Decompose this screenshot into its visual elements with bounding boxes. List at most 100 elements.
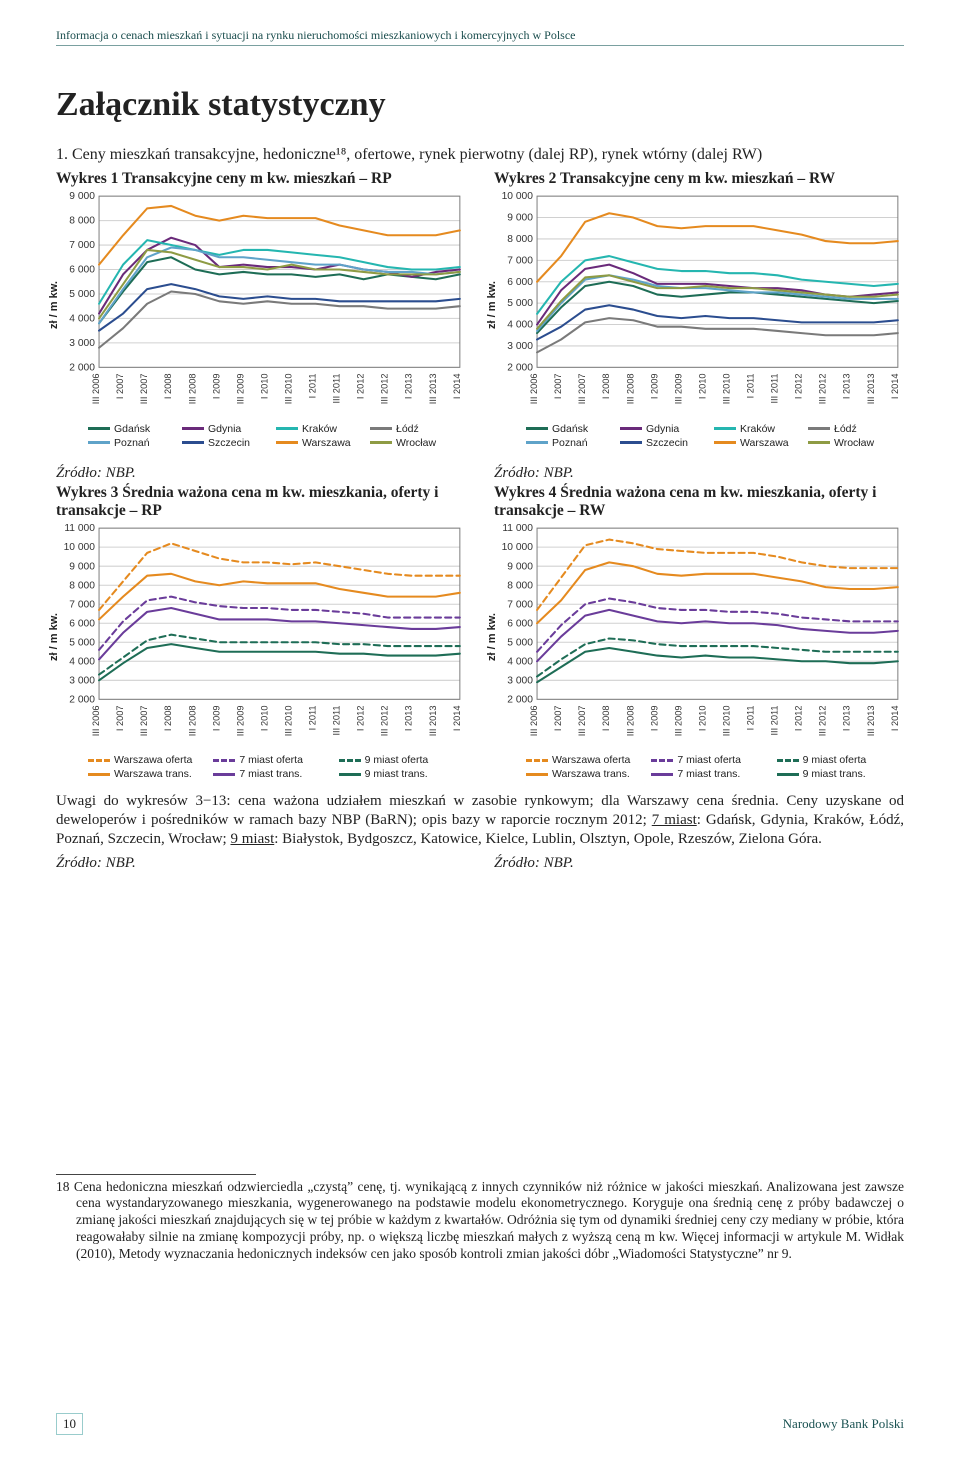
svg-text:I 2012: I 2012: [794, 705, 804, 731]
svg-text:4 000: 4 000: [69, 313, 95, 324]
svg-text:III 2010: III 2010: [721, 705, 731, 736]
svg-text:5 000: 5 000: [507, 298, 533, 309]
svg-text:3 000: 3 000: [507, 341, 533, 352]
svg-text:7 000: 7 000: [69, 599, 95, 610]
svg-text:III 2009: III 2009: [673, 705, 683, 736]
legend-item: Szczecin: [620, 437, 714, 449]
svg-text:III 2011: III 2011: [770, 373, 780, 403]
svg-text:10 000: 10 000: [502, 542, 534, 553]
legend-swatch: [620, 427, 642, 430]
legend-label: 9 miast trans.: [803, 768, 866, 780]
legend-swatch: [339, 759, 361, 762]
legend-item: Warszawa oferta: [88, 754, 213, 766]
svg-text:6 000: 6 000: [69, 265, 95, 276]
legend-swatch: [182, 427, 204, 430]
svg-text:I 2011: I 2011: [308, 373, 318, 398]
svg-text:I 2012: I 2012: [356, 705, 366, 731]
svg-text:3 000: 3 000: [69, 675, 95, 686]
svg-text:III 2007: III 2007: [139, 373, 149, 404]
legend-swatch: [808, 441, 830, 444]
svg-text:III 2006: III 2006: [529, 373, 539, 404]
svg-text:I 2013: I 2013: [404, 373, 414, 399]
svg-text:I 2007: I 2007: [553, 705, 563, 731]
footer-org: Narodowy Bank Polski: [783, 1416, 904, 1432]
legend-swatch: [714, 441, 736, 444]
footnote-18: 18 Cena hedoniczna mieszkań odzwierciedl…: [56, 1179, 904, 1263]
legend-swatch: [88, 427, 110, 430]
chart3-col: Źródło: NBP. Wykres 3 Średnia ważona cen…: [56, 461, 466, 783]
legend-swatch: [370, 441, 392, 444]
legend-item: Łódź: [808, 423, 902, 435]
legend-item: Gdynia: [620, 423, 714, 435]
legend-swatch: [276, 441, 298, 444]
section-intro: 1. Ceny mieszkań transakcyjne, hedoniczn…: [56, 146, 904, 164]
legend-item: Warszawa oferta: [526, 754, 651, 766]
svg-text:III 2010: III 2010: [283, 373, 293, 404]
svg-text:I 2009: I 2009: [649, 373, 659, 399]
svg-text:2 000: 2 000: [507, 694, 533, 705]
chart2-ylabel: zł / m kw.: [486, 281, 498, 329]
legend-swatch: [777, 773, 799, 776]
svg-text:III 2012: III 2012: [380, 373, 390, 404]
svg-text:I 2008: I 2008: [163, 705, 173, 731]
legend-swatch: [526, 427, 548, 430]
legend-item: 9 miast trans.: [339, 768, 464, 780]
svg-text:III 2013: III 2013: [428, 373, 438, 404]
svg-text:I 2013: I 2013: [842, 373, 852, 399]
legend-item: Wrocław: [808, 437, 902, 449]
chart3-title: Wykres 3 Średnia ważona cena m kw. miesz…: [56, 484, 466, 520]
svg-text:III 2012: III 2012: [380, 705, 390, 736]
svg-text:2 000: 2 000: [69, 362, 95, 373]
svg-text:2 000: 2 000: [507, 362, 533, 373]
legend-swatch: [276, 427, 298, 430]
legend-item: 9 miast trans.: [777, 768, 902, 780]
svg-text:I 2010: I 2010: [697, 705, 707, 731]
chart1-ylabel: zł / m kw.: [48, 281, 60, 329]
svg-text:III 2011: III 2011: [332, 373, 342, 403]
svg-text:I 2007: I 2007: [115, 705, 125, 731]
svg-text:8 000: 8 000: [507, 234, 533, 245]
svg-text:6 000: 6 000: [507, 277, 533, 288]
svg-text:III 2013: III 2013: [428, 705, 438, 736]
chart2-source: Źródło: NBP.: [494, 465, 904, 482]
svg-text:4 000: 4 000: [507, 656, 533, 667]
svg-text:3 000: 3 000: [507, 675, 533, 686]
legend-swatch: [88, 759, 110, 762]
svg-text:I 2013: I 2013: [842, 705, 852, 731]
svg-text:4 000: 4 000: [507, 320, 533, 331]
svg-text:III 2008: III 2008: [625, 705, 635, 736]
legend-item: Poznań: [526, 437, 620, 449]
legend-label: 9 miast oferta: [365, 754, 429, 766]
legend-label: Szczecin: [646, 437, 688, 449]
svg-text:9 000: 9 000: [69, 191, 95, 202]
svg-text:4 000: 4 000: [69, 656, 95, 667]
svg-text:III 2009: III 2009: [235, 373, 245, 404]
svg-text:III 2011: III 2011: [332, 705, 342, 735]
chart4-col: Źródło: NBP. Wykres 4 Średnia ważona cen…: [494, 461, 904, 783]
legend-swatch: [651, 773, 673, 776]
legend-label: Gdańsk: [552, 423, 588, 435]
footnote-separator: [56, 1174, 256, 1175]
chart1-legend: GdańskGdyniaKrakówŁódźPoznańSzczecinWars…: [56, 421, 466, 451]
legend-swatch: [620, 441, 642, 444]
legend-label: Gdynia: [208, 423, 241, 435]
svg-text:11 000: 11 000: [502, 523, 533, 534]
legend-label: Warszawa: [740, 437, 789, 449]
svg-text:III 2011: III 2011: [770, 705, 780, 735]
svg-text:III 2006: III 2006: [529, 705, 539, 736]
svg-text:III 2006: III 2006: [91, 373, 101, 404]
chart1-col: Wykres 1 Transakcyjne ceny m kw. mieszka…: [56, 170, 466, 451]
chart2-legend: GdańskGdyniaKrakówŁódźPoznańSzczecinWars…: [494, 421, 904, 451]
chart4: 2 0003 0004 0005 0006 0007 0008 0009 000…: [494, 522, 904, 753]
svg-text:2 000: 2 000: [69, 694, 95, 705]
svg-text:I 2012: I 2012: [356, 373, 366, 399]
chart4-legend: Warszawa oferta7 miast oferta9 miast ofe…: [494, 752, 904, 782]
svg-text:I 2013: I 2013: [404, 705, 414, 731]
legend-item: Wrocław: [370, 437, 464, 449]
legend-item: 9 miast oferta: [339, 754, 464, 766]
legend-label: 9 miast oferta: [803, 754, 867, 766]
svg-text:I 2010: I 2010: [259, 705, 269, 731]
legend-label: Łódź: [834, 423, 857, 435]
svg-text:I 2014: I 2014: [452, 705, 462, 731]
legend-label: Kraków: [302, 423, 337, 435]
